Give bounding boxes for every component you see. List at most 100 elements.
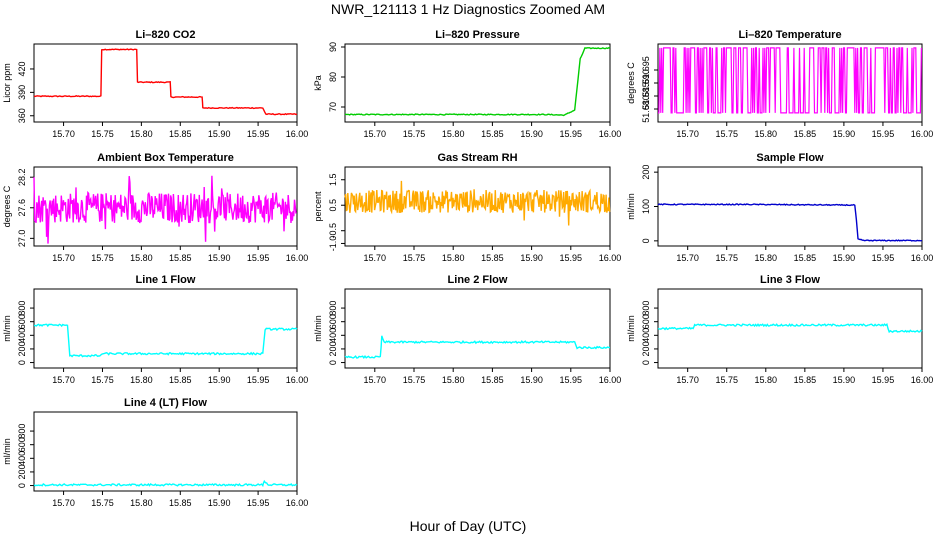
- y-tick-label: 90: [328, 42, 338, 52]
- y-tick-label: 0.5: [328, 199, 338, 212]
- x-tick-label: 15.85: [169, 129, 192, 139]
- y-tick-label: 200: [641, 165, 651, 180]
- data-trace: [33, 48, 298, 116]
- panel-box-temp: Ambient Box Temperature 15.70 15.75 15.80 15…: [2, 152, 308, 263]
- x-tick-label: 15.85: [169, 498, 192, 508]
- y-tick-label: -1.0: [328, 236, 338, 252]
- x-tick-label: 15.80: [130, 375, 153, 385]
- panel-title: Line 3 Flow: [760, 274, 820, 286]
- panel-rh: Gas Stream RH 15.70 15.75 15.80 15.85 15.90 15…: [313, 152, 621, 263]
- x-tick-label: 15.80: [755, 375, 778, 385]
- x-tick-label: 15.75: [91, 129, 114, 139]
- y-tick-label: 27.6: [17, 199, 27, 217]
- x-axis-label: Hour of Day (UTC): [409, 518, 527, 534]
- x-tick-label: 15.70: [676, 129, 699, 139]
- panel-title: Gas Stream RH: [437, 152, 517, 164]
- plot-frame: [344, 288, 611, 369]
- y-tick-label: 28.2: [17, 168, 27, 186]
- x-tick-label: 15.70: [364, 375, 387, 385]
- y-tick-label: 0: [17, 483, 27, 488]
- x-tick-label: 15.70: [364, 253, 387, 263]
- y-tick-label: 51.680: [641, 95, 651, 123]
- y-tick-label: 360: [17, 108, 27, 123]
- y-tick-label: 800: [641, 301, 651, 316]
- plot-frame: [33, 288, 298, 369]
- y-tick-label: 600: [17, 314, 27, 329]
- data-trace: [657, 203, 923, 242]
- x-tick-label: 15.85: [481, 375, 504, 385]
- y-tick-label: 390: [17, 85, 27, 100]
- x-tick-label: 16.00: [599, 375, 622, 385]
- y-tick-label: 0: [17, 360, 27, 365]
- y-axis-label: degrees C: [2, 185, 12, 227]
- x-tick-label: 15.90: [208, 129, 231, 139]
- y-tick-label: 51.690: [641, 69, 651, 97]
- x-tick-label: 15.70: [52, 129, 75, 139]
- x-tick-label: 15.85: [794, 375, 817, 385]
- x-tick-label: 15.95: [247, 498, 270, 508]
- y-axis-label: percent: [313, 191, 323, 222]
- x-tick-label: 15.95: [247, 375, 270, 385]
- data-trace: [657, 323, 923, 334]
- x-tick-label: 16.00: [286, 375, 309, 385]
- x-tick-label: 15.70: [52, 498, 75, 508]
- x-tick-label: 15.95: [247, 253, 270, 263]
- y-tick-label: 100: [641, 199, 651, 214]
- y-axis-label: ml/min: [626, 315, 636, 342]
- x-tick-label: 15.95: [560, 129, 583, 139]
- y-tick-label: 200: [17, 341, 27, 356]
- y-tick-label: 420: [17, 61, 27, 76]
- panel-title: Li–820 CO2: [136, 29, 196, 41]
- x-tick-label: 15.85: [794, 129, 817, 139]
- y-axis-label: ml/min: [313, 315, 323, 342]
- x-tick-label: 16.00: [599, 129, 622, 139]
- x-tick-label: 15.70: [364, 129, 387, 139]
- y-tick-label: 800: [17, 424, 27, 439]
- x-tick-label: 15.90: [833, 375, 856, 385]
- panel-line3: Line 3 Flow 15.70 15.75 15.80 15.85 15.90 15.9…: [626, 274, 933, 385]
- x-tick-label: 15.90: [520, 253, 543, 263]
- x-tick-label: 15.85: [794, 253, 817, 263]
- x-tick-label: 15.80: [755, 129, 778, 139]
- panel-title: Line 1 Flow: [136, 274, 196, 286]
- x-tick-label: 15.85: [481, 129, 504, 139]
- x-tick-label: 16.00: [286, 253, 309, 263]
- main-title: NWR_121113 1 Hz Diagnostics Zoomed AM: [330, 1, 606, 17]
- x-tick-label: 15.75: [403, 253, 426, 263]
- x-tick-label: 16.00: [911, 129, 934, 139]
- y-tick-label: 0: [641, 238, 651, 243]
- y-tick-label: -0.5: [328, 223, 338, 239]
- x-tick-label: 15.90: [833, 129, 856, 139]
- data-trace: [33, 479, 298, 488]
- y-tick-label: 400: [17, 451, 27, 466]
- x-tick-label: 15.90: [208, 498, 231, 508]
- x-tick-label: 15.75: [715, 375, 738, 385]
- y-axis-label: ml/min: [2, 315, 12, 342]
- x-tick-label: 15.80: [755, 253, 778, 263]
- y-tick-label: 800: [328, 301, 338, 316]
- y-tick-label: 70: [328, 102, 338, 112]
- x-tick-label: 15.90: [833, 253, 856, 263]
- panel-sample-flow: Sample Flow 15.70 15.75 15.80 15.85 15.90 15.9…: [626, 152, 933, 263]
- panel-co2: Li–820 CO2 15.70 15.75 15.80 15.85 15.90 15.95…: [2, 29, 308, 139]
- x-tick-label: 15.95: [247, 129, 270, 139]
- x-tick-label: 15.90: [520, 129, 543, 139]
- y-tick-label: 1.5: [328, 173, 338, 186]
- x-tick-label: 15.70: [52, 375, 75, 385]
- y-tick-label: 0: [641, 360, 651, 365]
- x-tick-label: 16.00: [911, 253, 934, 263]
- data-trace: [658, 47, 922, 114]
- x-tick-label: 15.95: [560, 375, 583, 385]
- x-tick-label: 15.70: [52, 253, 75, 263]
- x-tick-label: 15.80: [130, 129, 153, 139]
- x-tick-label: 15.70: [676, 253, 699, 263]
- x-tick-label: 15.85: [169, 375, 192, 385]
- x-tick-label: 15.85: [481, 253, 504, 263]
- panel-title: Li–820 Temperature: [738, 29, 841, 41]
- y-tick-label: 600: [641, 314, 651, 329]
- panel-title: Li–820 Pressure: [435, 29, 519, 41]
- x-tick-label: 16.00: [286, 498, 309, 508]
- x-tick-label: 16.00: [599, 253, 622, 263]
- data-trace: [344, 335, 611, 359]
- y-tick-label: 600: [328, 314, 338, 329]
